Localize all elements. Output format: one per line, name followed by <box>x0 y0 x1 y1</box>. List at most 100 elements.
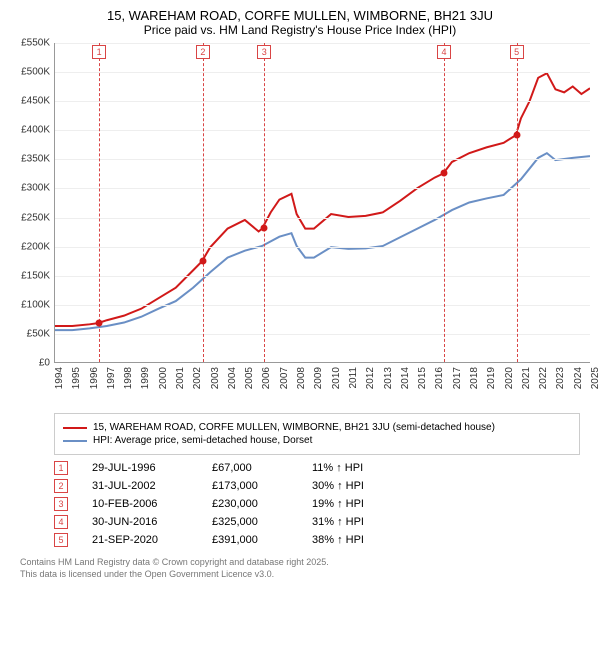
chart-title-line1: 15, WAREHAM ROAD, CORFE MULLEN, WIMBORNE… <box>10 8 590 23</box>
marker-box: 3 <box>257 45 271 59</box>
y-axis-labels: £0£50K£100K£150K£200K£250K£300K£350K£400… <box>10 43 52 363</box>
x-tick-label: 2007 <box>279 367 290 389</box>
x-tick-label: 2025 <box>590 367 600 389</box>
marker-line <box>517 43 518 362</box>
sale-row: 521-SEP-2020£391,00038% ↑ HPI <box>54 533 580 547</box>
gridline-h <box>55 276 590 277</box>
gridline-h <box>55 305 590 306</box>
legend-label-hpi: HPI: Average price, semi-detached house,… <box>93 435 312 446</box>
x-tick-label: 1994 <box>54 367 65 389</box>
x-tick-label: 1996 <box>89 367 100 389</box>
marker-line <box>444 43 445 362</box>
y-tick-label: £400K <box>21 125 50 136</box>
sale-index: 2 <box>54 479 68 493</box>
sale-row: 129-JUL-1996£67,00011% ↑ HPI <box>54 461 580 475</box>
y-tick-label: £50K <box>27 328 50 339</box>
x-tick-label: 2024 <box>573 367 584 389</box>
sale-row: 430-JUN-2016£325,00031% ↑ HPI <box>54 515 580 529</box>
gridline-h <box>55 72 590 73</box>
x-tick-label: 2021 <box>521 367 532 389</box>
marker-box: 2 <box>196 45 210 59</box>
legend-label-property: 15, WAREHAM ROAD, CORFE MULLEN, WIMBORNE… <box>93 422 495 433</box>
sale-date: 21-SEP-2020 <box>92 534 212 546</box>
x-tick-label: 2005 <box>244 367 255 389</box>
sale-dot <box>199 258 206 265</box>
x-tick-label: 1997 <box>106 367 117 389</box>
series-property <box>55 73 590 326</box>
x-tick-label: 2000 <box>158 367 169 389</box>
sale-index: 4 <box>54 515 68 529</box>
x-tick-label: 2001 <box>175 367 186 389</box>
marker-line <box>264 43 265 362</box>
marker-box: 4 <box>437 45 451 59</box>
chart-title-line2: Price paid vs. HM Land Registry's House … <box>10 23 590 37</box>
footer-line1: Contains HM Land Registry data © Crown c… <box>20 557 580 569</box>
y-tick-label: £350K <box>21 154 50 165</box>
legend-swatch-property <box>63 427 87 429</box>
sale-price: £325,000 <box>212 516 312 528</box>
sale-date: 10-FEB-2006 <box>92 498 212 510</box>
sale-hpi: 38% ↑ HPI <box>312 534 412 546</box>
sale-dot <box>513 131 520 138</box>
sale-index: 5 <box>54 533 68 547</box>
sale-dot <box>261 225 268 232</box>
series-hpi <box>55 153 590 330</box>
x-tick-label: 2014 <box>400 367 411 389</box>
sale-price: £230,000 <box>212 498 312 510</box>
y-tick-label: £150K <box>21 270 50 281</box>
sale-date: 29-JUL-1996 <box>92 462 212 474</box>
footer: Contains HM Land Registry data © Crown c… <box>20 557 580 580</box>
x-tick-label: 2017 <box>452 367 463 389</box>
chart-container: 15, WAREHAM ROAD, CORFE MULLEN, WIMBORNE… <box>0 0 600 588</box>
x-tick-label: 1995 <box>71 367 82 389</box>
sale-date: 30-JUN-2016 <box>92 516 212 528</box>
marker-line <box>203 43 204 362</box>
sale-price: £173,000 <box>212 480 312 492</box>
plot-area: 12345 <box>54 43 590 363</box>
x-tick-label: 2002 <box>192 367 203 389</box>
x-tick-label: 2023 <box>555 367 566 389</box>
x-tick-label: 2019 <box>486 367 497 389</box>
x-tick-label: 2015 <box>417 367 428 389</box>
marker-line <box>99 43 100 362</box>
sale-dot <box>96 320 103 327</box>
y-tick-label: £550K <box>21 38 50 49</box>
sale-dot <box>441 169 448 176</box>
x-tick-label: 1999 <box>140 367 151 389</box>
sale-row: 2 31-JUL-2002£173,00030% ↑ HPI <box>54 479 580 493</box>
chart-wrap: £0£50K£100K£150K£200K£250K£300K£350K£400… <box>10 43 590 403</box>
x-tick-label: 1998 <box>123 367 134 389</box>
y-tick-label: £500K <box>21 67 50 78</box>
x-tick-label: 2004 <box>227 367 238 389</box>
gridline-h <box>55 159 590 160</box>
sale-hpi: 30% ↑ HPI <box>312 480 412 492</box>
sale-index: 3 <box>54 497 68 511</box>
y-tick-label: £300K <box>21 183 50 194</box>
y-tick-label: £250K <box>21 212 50 223</box>
sale-date: 31-JUL-2002 <box>92 480 212 492</box>
y-tick-label: £200K <box>21 241 50 252</box>
gridline-h <box>55 188 590 189</box>
footer-line2: This data is licensed under the Open Gov… <box>20 569 580 581</box>
marker-box: 5 <box>510 45 524 59</box>
x-tick-label: 2003 <box>210 367 221 389</box>
gridline-h <box>55 130 590 131</box>
x-tick-label: 2016 <box>434 367 445 389</box>
legend-item-property: 15, WAREHAM ROAD, CORFE MULLEN, WIMBORNE… <box>63 422 571 433</box>
x-tick-label: 2020 <box>504 367 515 389</box>
sales-table: 129-JUL-1996£67,00011% ↑ HPI231-JUL-2002… <box>54 461 580 547</box>
x-tick-label: 2011 <box>348 367 359 389</box>
x-tick-label: 2009 <box>313 367 324 389</box>
legend-swatch-hpi <box>63 440 87 442</box>
legend-item-hpi: HPI: Average price, semi-detached house,… <box>63 435 571 446</box>
legend: 15, WAREHAM ROAD, CORFE MULLEN, WIMBORNE… <box>54 413 580 455</box>
y-tick-label: £0 <box>39 358 50 369</box>
line-series-svg <box>55 43 590 362</box>
x-tick-label: 2012 <box>365 367 376 389</box>
sale-row: 310-FEB-2006£230,00019% ↑ HPI <box>54 497 580 511</box>
gridline-h <box>55 247 590 248</box>
y-tick-label: £450K <box>21 96 50 107</box>
sale-index: 1 <box>54 461 68 475</box>
x-tick-label: 2006 <box>261 367 272 389</box>
gridline-h <box>55 43 590 44</box>
